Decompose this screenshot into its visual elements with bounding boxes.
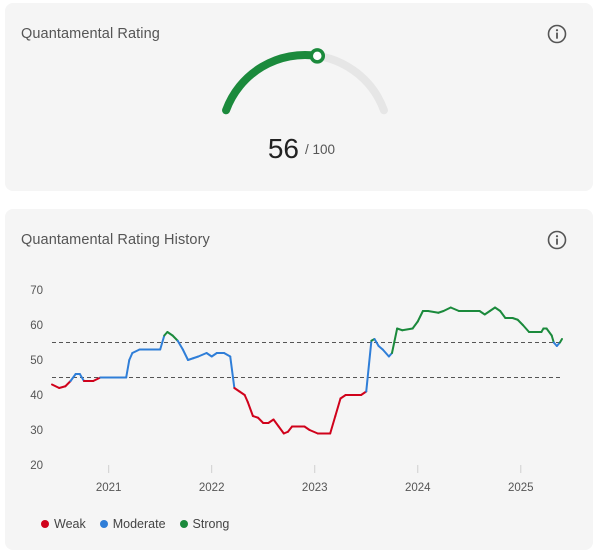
rating-series — [51, 306, 563, 435]
x-tick-label: 2021 — [96, 482, 122, 494]
y-tick-label: 40 — [30, 390, 43, 402]
rating-gauge: 56 / 100 — [222, 48, 388, 164]
rating-card-title: Quantamental Rating — [21, 26, 160, 42]
series-segment — [166, 331, 174, 337]
series-segment — [229, 355, 236, 389]
series-segment — [483, 310, 491, 316]
series-segment — [58, 385, 67, 389]
series-segment — [233, 387, 241, 393]
legend-dot-strong — [179, 520, 188, 528]
series-segment — [339, 394, 347, 400]
series-segment — [334, 397, 342, 417]
history-card: Quantamental Rating History 20 30 40 50 60 70… — [5, 209, 593, 550]
rating-history-chart: 20 30 40 50 60 70 2021 2022 2023 2024 2025 — [30, 285, 563, 494]
series-segment — [494, 306, 502, 312]
y-tick-label: 70 — [30, 285, 43, 297]
series-segment — [550, 334, 555, 344]
series-segment — [365, 339, 373, 393]
y-tick-label: 20 — [30, 460, 43, 472]
series-segment — [360, 390, 368, 396]
chart-legend: Weak Moderate Strong — [41, 517, 229, 531]
series-segment — [128, 352, 134, 361]
legend-label-strong: Strong — [192, 517, 230, 531]
info-icon[interactable] — [547, 230, 567, 250]
gauge-marker — [309, 48, 326, 64]
legend-dot-moderate — [99, 520, 108, 528]
series-segment — [516, 318, 524, 326]
series-segment — [381, 348, 390, 358]
series-segment — [488, 306, 497, 312]
series-segment — [238, 390, 246, 396]
x-tick-label: 2025 — [508, 482, 534, 494]
rating-score: 56 — [268, 133, 299, 164]
series-segment — [176, 339, 184, 351]
series-segment — [131, 348, 141, 354]
series-segment — [171, 334, 179, 342]
threshold-lines — [52, 342, 562, 378]
rating-card: Quantamental Rating 56 / 100 — [5, 3, 593, 191]
history-card-title: Quantamental Rating History — [21, 232, 210, 248]
series-segment — [277, 425, 285, 435]
series-segment — [401, 327, 414, 332]
y-tick-label: 60 — [30, 320, 43, 332]
series-segment — [51, 383, 61, 389]
legend-dot-weak — [41, 520, 49, 528]
series-segment — [521, 324, 531, 333]
info-icon[interactable] — [547, 24, 567, 44]
series-segment — [257, 416, 265, 424]
x-axis: 2021 2022 2023 2024 2025 — [96, 465, 534, 494]
series-segment — [373, 338, 380, 347]
series-segment — [78, 373, 85, 382]
series-segment — [267, 418, 275, 424]
series-segment — [449, 306, 460, 312]
series-segment — [427, 310, 440, 314]
series-segment — [92, 376, 102, 382]
x-tick-label: 2022 — [199, 482, 225, 494]
series-segment — [329, 415, 337, 435]
rating-max: / 100 — [305, 142, 335, 157]
series-segment — [197, 352, 208, 358]
series-segment — [64, 380, 72, 388]
legend-item-strong[interactable]: Strong — [179, 517, 230, 531]
y-tick-label: 30 — [30, 425, 43, 437]
series-segment — [243, 394, 249, 403]
series-segment — [69, 373, 77, 382]
legend-item-weak[interactable]: Weak — [41, 517, 86, 531]
gauge-track — [222, 51, 388, 115]
legend-item-moderate[interactable]: Moderate — [99, 517, 166, 531]
series-segment — [558, 338, 563, 344]
series-segment — [478, 310, 486, 316]
gauge-fill — [222, 51, 322, 115]
series-segment — [499, 310, 507, 319]
y-tick-label: 50 — [30, 355, 43, 367]
series-segment — [411, 320, 419, 330]
x-tick-label: 2023 — [302, 482, 328, 494]
series-segment — [303, 425, 311, 431]
y-axis: 20 30 40 50 60 70 — [30, 285, 43, 472]
series-segment — [205, 352, 213, 358]
series-segment — [416, 310, 424, 323]
series-segment — [246, 401, 254, 417]
series-segment — [223, 352, 232, 358]
series-segment — [442, 306, 452, 312]
series-segment — [159, 334, 166, 351]
series-segment — [125, 359, 131, 379]
series-segment — [286, 425, 294, 433]
series-segment — [181, 348, 189, 361]
series-segment — [391, 327, 399, 354]
series-segment — [308, 429, 319, 435]
series-segment — [272, 418, 280, 428]
series-segment — [210, 352, 218, 358]
legend-label-weak: Weak — [54, 517, 86, 531]
x-tick-label: 2024 — [405, 482, 431, 494]
series-segment — [545, 327, 553, 337]
legend-label-moderate: Moderate — [112, 517, 166, 531]
